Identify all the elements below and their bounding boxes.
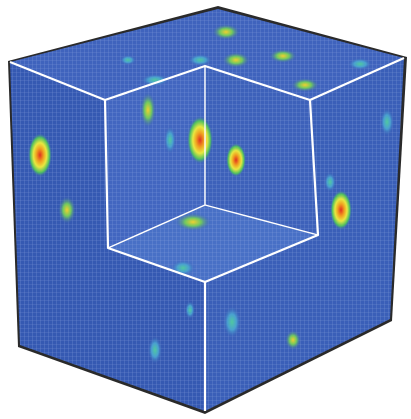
cube-edges bbox=[9, 56, 405, 411]
mesh-grid bbox=[10, 9, 404, 411]
hot-spots bbox=[28, 24, 394, 364]
